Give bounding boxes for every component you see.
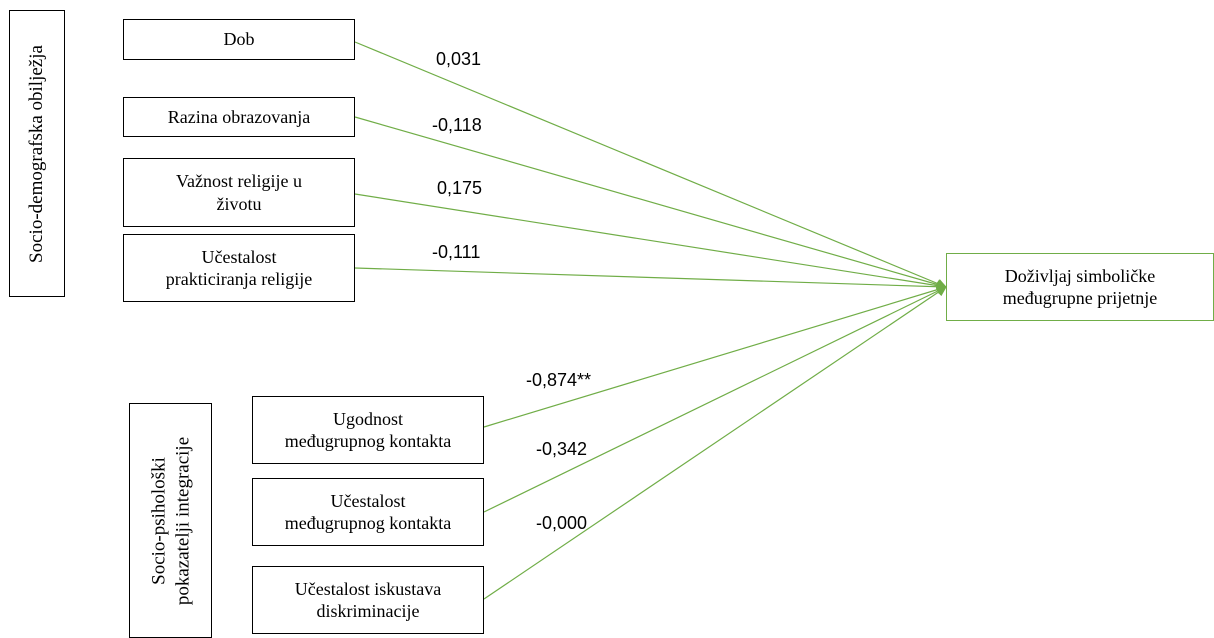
edge-age <box>354 41 947 289</box>
edge-education <box>354 116 947 290</box>
edge-religion-importance <box>354 193 947 291</box>
predictor-religion-importance: Važnost religije u životu <box>123 158 355 227</box>
coefficient-education: -0,118 <box>432 115 482 135</box>
coefficient-religion-importance: 0,175 <box>437 178 483 198</box>
predictor-discrimination: Učestalost iskustava diskriminacije <box>252 566 484 634</box>
outcome-symbolic-threat: Doživljaj simboličke međugrupne prijetnje <box>946 253 1214 321</box>
edge-discrimination <box>483 286 947 600</box>
predictor-education: Razina obrazovanja <box>123 97 355 137</box>
edge-contact-frequency <box>483 286 947 513</box>
predictor-contact-frequency: Učestalost međugrupnog kontakta <box>252 478 484 546</box>
edge-contact-pleasantness <box>483 284 947 428</box>
group-socio-demographic-label: Socio-demografska obilježja <box>26 44 48 263</box>
group-socio-demographic: Socio-demografska obilježja <box>9 10 65 297</box>
coefficient-contact-pleasantness: -0,874** <box>526 370 592 390</box>
predictor-religion-practice: Učestalost prakticiranja religije <box>123 234 355 302</box>
predictor-contact-pleasantness: Ugodnost međugrupnog kontakta <box>252 396 484 464</box>
coefficient-age: 0,031 <box>436 49 482 69</box>
predictor-age: Dob <box>123 19 355 60</box>
edge-religion-practice <box>354 267 947 292</box>
group-socio-psychological: Socio-psihološki pokazatelji integracije <box>129 403 212 638</box>
coefficient-religion-practice: -0,111 <box>432 242 481 262</box>
coefficient-discrimination: -0,000 <box>536 513 588 533</box>
group-socio-psychological-label: Socio-psihološki pokazatelji integracije <box>147 436 193 605</box>
coefficient-contact-frequency: -0,342 <box>536 439 588 459</box>
